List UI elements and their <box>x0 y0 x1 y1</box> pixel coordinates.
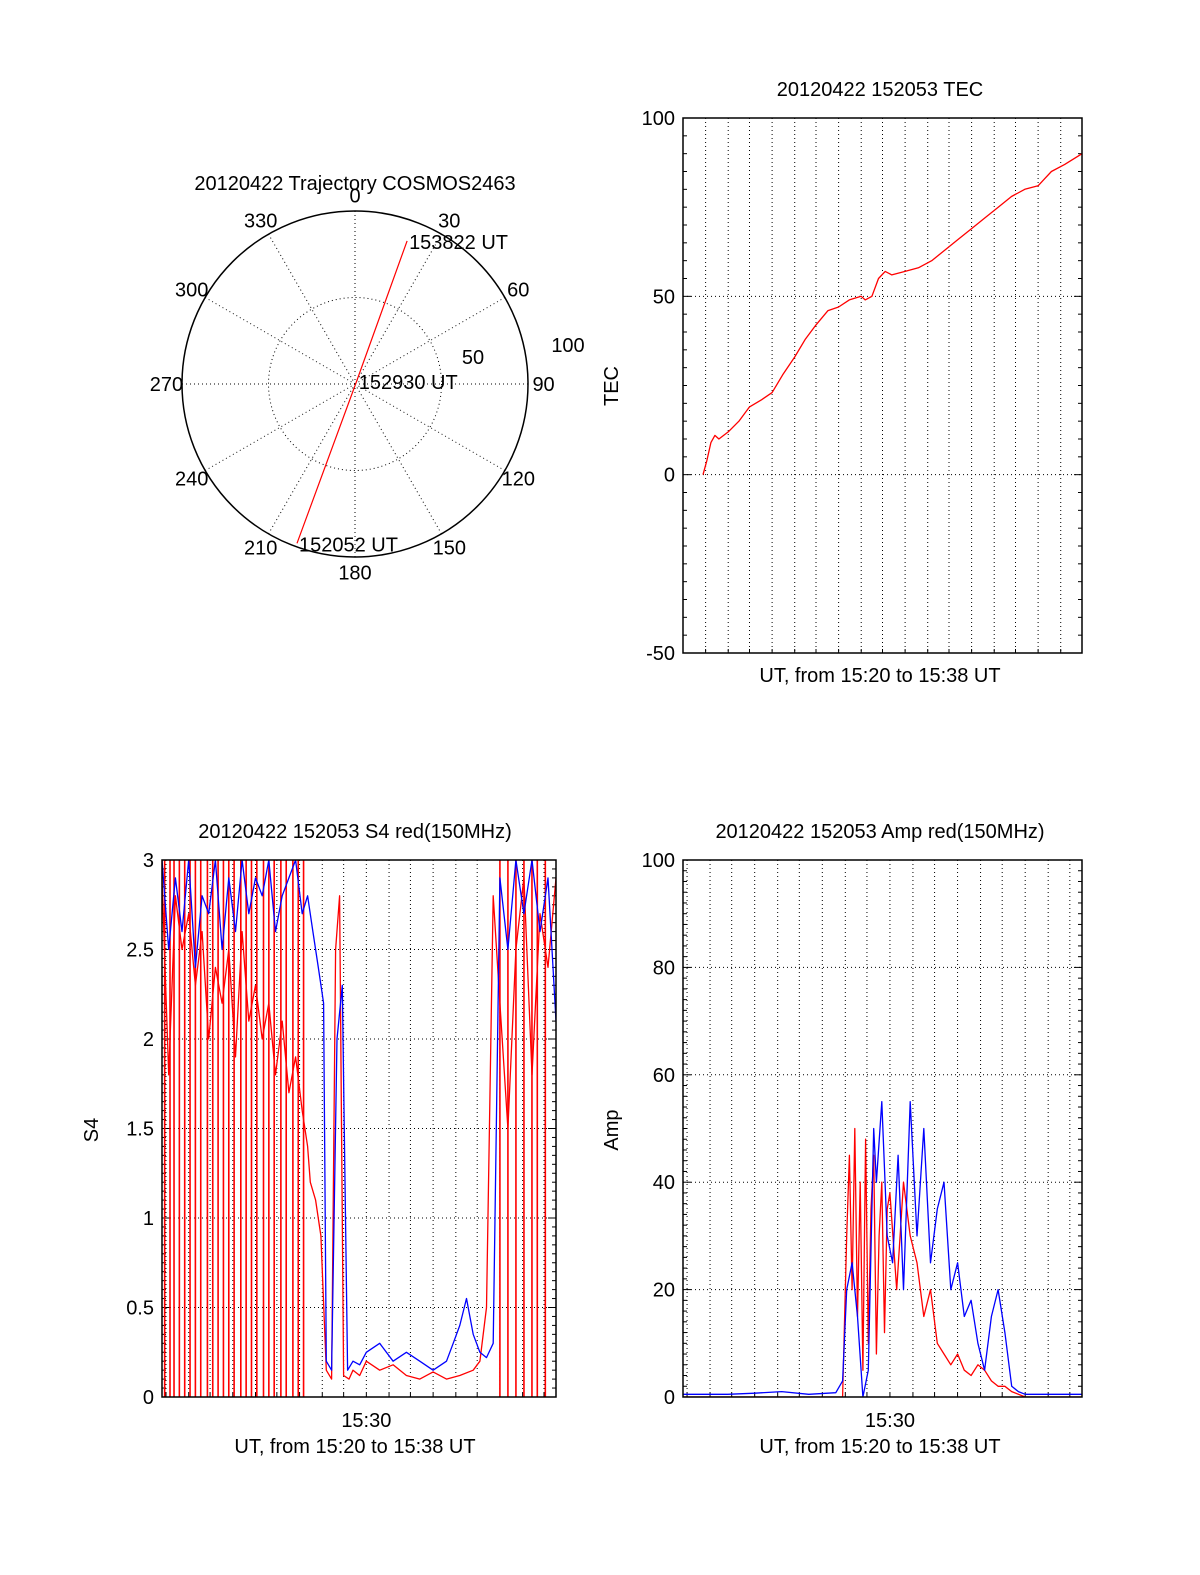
tec-title: 20120422 152053 TEC <box>777 79 983 101</box>
polar-inner-ring <box>268 297 442 471</box>
y-tick-label: 0 <box>664 465 675 487</box>
polar-spoke <box>204 383 356 471</box>
amp-ylabel: Amp <box>601 1109 623 1150</box>
y-tick-label: 2 <box>143 1029 154 1051</box>
y-tick-label: 20 <box>653 1280 675 1302</box>
y-tick-label: 2.5 <box>126 940 154 962</box>
polar-title: 20120422 Trajectory COSMOS2463 <box>194 173 515 195</box>
polar-angle-label: 180 <box>338 563 371 585</box>
tec-xlabel: UT, from 15:20 to 15:38 UT <box>759 665 1000 687</box>
series-group <box>162 860 556 1397</box>
trajectory-time-label: 152052 UT <box>299 534 398 556</box>
y-tick-label: 3 <box>143 850 154 872</box>
series-line <box>162 877 556 1380</box>
polar-spoke <box>354 297 506 385</box>
polar-spoke <box>204 297 356 385</box>
y-tick-label: 1.5 <box>126 1119 154 1141</box>
polar-angle-label: 240 <box>175 468 208 490</box>
y-tick-label: 0 <box>143 1387 154 1409</box>
series-line <box>683 1127 1082 1397</box>
y-tick-label: 1 <box>143 1208 154 1230</box>
s4-plot: 20120422 152053 S4 red(150MHz) UT, from … <box>81 821 557 1458</box>
series-line <box>702 153 1082 475</box>
polar-angle-label: 300 <box>175 280 208 302</box>
y-tick-label: 50 <box>653 286 675 308</box>
polar-spoke <box>354 233 442 385</box>
polar-angle-label: 90 <box>532 374 554 396</box>
amp-xlabel: UT, from 15:20 to 15:38 UT <box>759 1436 1000 1458</box>
polar-radial-label: 50 <box>462 347 484 369</box>
s4-ylabel: S4 <box>81 1118 103 1142</box>
polar-angle-label: 210 <box>244 537 277 559</box>
series-line <box>683 1101 1082 1397</box>
y-tick-label: 80 <box>653 957 675 979</box>
trajectory-time-label: 152930 UT <box>359 372 458 394</box>
polar-plot-trajectory: 20120422 Trajectory COSMOS2463 0 30 60 90 12… <box>150 173 585 585</box>
polar-angle-label: 120 <box>502 468 535 490</box>
amp-plot: 20120422 152053 Amp red(150MHz) UT, from… <box>601 821 1083 1458</box>
polar-spoke <box>268 383 356 535</box>
series-group <box>683 1127 1082 1397</box>
y-tick-label: 60 <box>653 1065 675 1087</box>
s4-xlabel: UT, from 15:20 to 15:38 UT <box>234 1436 475 1458</box>
polar-angle-label: 330 <box>244 211 277 233</box>
plot-frame <box>161 859 557 1398</box>
plot-frame <box>682 117 1083 654</box>
polar-angle-label: 60 <box>507 280 529 302</box>
y-tick-label: 40 <box>653 1172 675 1194</box>
y-tick-label: -50 <box>646 643 675 665</box>
trajectory-time-label: 153822 UT <box>409 232 508 254</box>
polar-angle-label: 270 <box>150 374 183 396</box>
polar-spoke <box>354 383 506 471</box>
polar-angle-label: 150 <box>433 537 466 559</box>
tec-plot: 20120422 152053 TEC UT, from 15:20 to 15… <box>601 79 1083 687</box>
y-tick-label: 0.5 <box>126 1298 154 1320</box>
polar-angle-label: 30 <box>438 211 460 233</box>
series-group <box>683 1101 1082 1397</box>
trajectory-line <box>296 240 408 544</box>
series-group <box>162 860 556 1371</box>
amp-title: 20120422 152053 Amp red(150MHz) <box>715 821 1044 843</box>
polar-angle-label: 0 <box>349 185 360 207</box>
s4-title: 20120422 152053 S4 red(150MHz) <box>198 821 512 843</box>
y-tick-label: 100 <box>642 850 675 872</box>
plot-frame <box>682 859 1083 1398</box>
y-tick-label: 100 <box>642 108 675 130</box>
polar-spoke <box>268 233 356 385</box>
y-tick-label: 0 <box>664 1387 675 1409</box>
x-tick-label: 15:30 <box>865 1410 915 1432</box>
polar-spoke <box>354 383 442 535</box>
series-group <box>702 153 1082 475</box>
polar-radial-label: 100 <box>551 335 584 357</box>
series-line <box>162 860 556 1371</box>
x-tick-label: 15:30 <box>341 1410 391 1432</box>
tec-ylabel: TEC <box>601 366 623 406</box>
